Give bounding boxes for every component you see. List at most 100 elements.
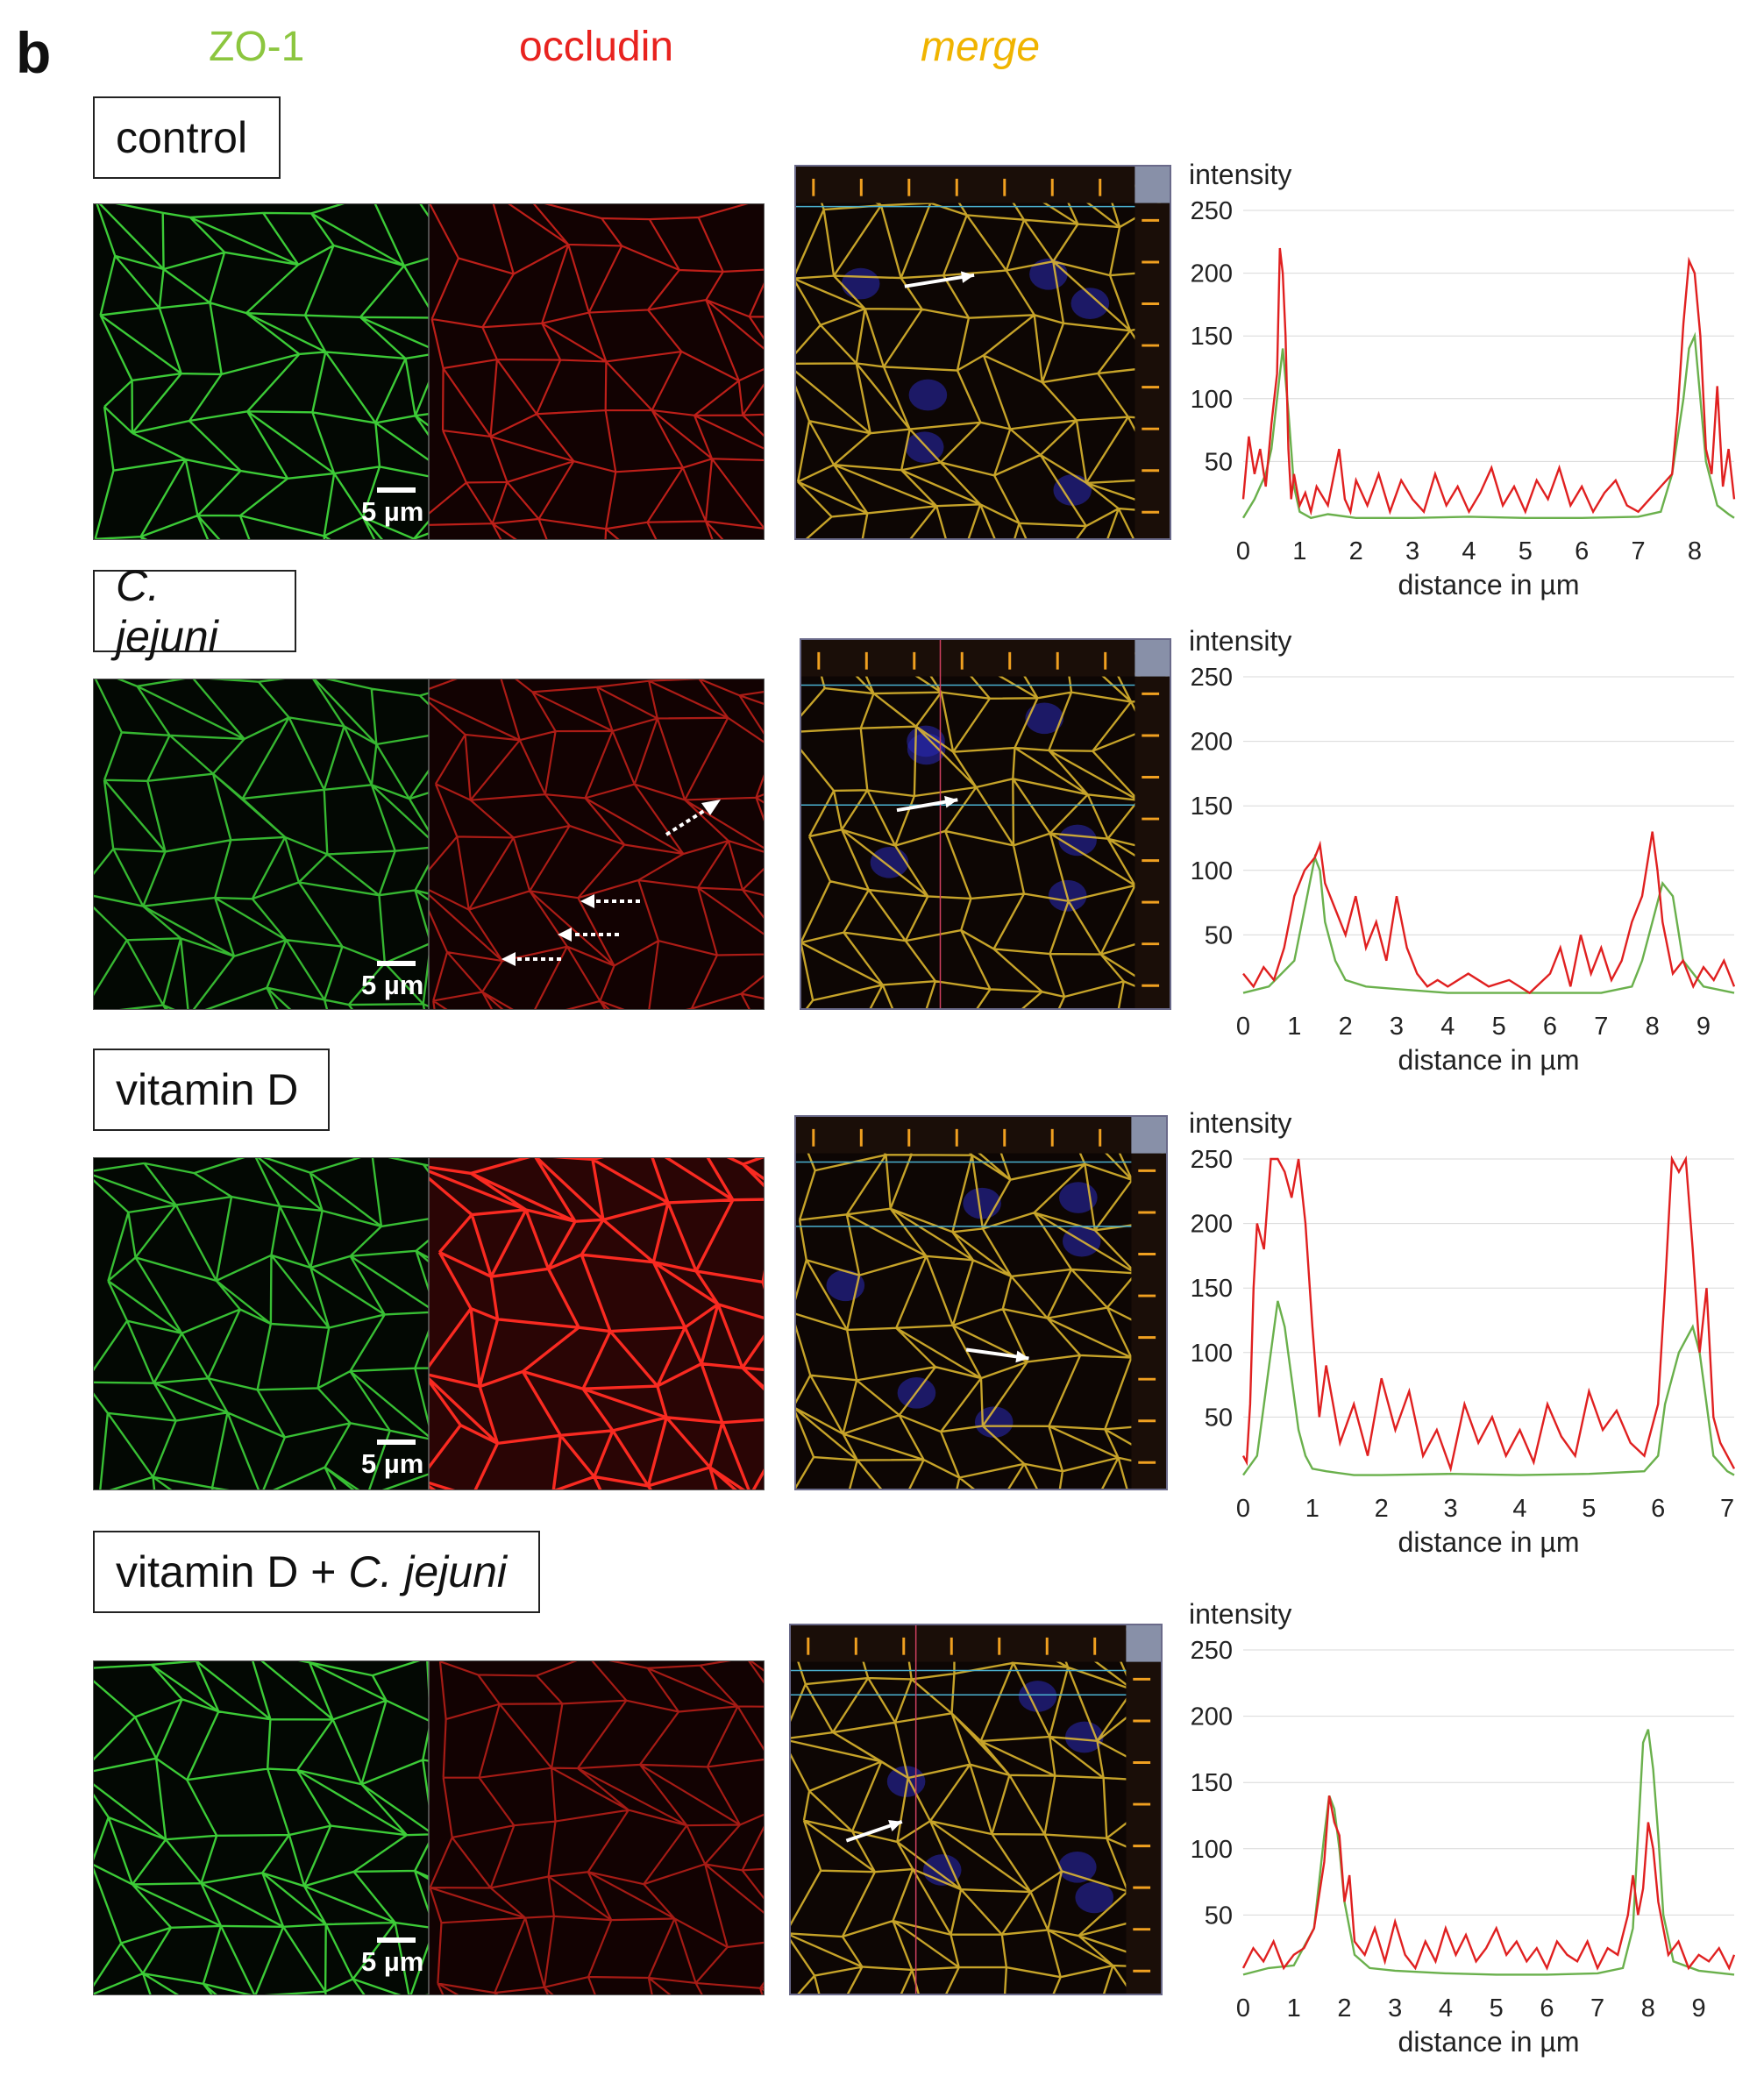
y-tick-label: 200: [1191, 1211, 1233, 1239]
merge-panel-vitamin-d: [794, 1115, 1168, 1490]
y-tick-label: 150: [1191, 323, 1233, 351]
scale-bar: [377, 961, 416, 966]
nucleus: [1058, 1851, 1097, 1883]
condition-label-text: vitamin D +: [116, 1547, 349, 1596]
x-tick-label: 7: [1632, 537, 1646, 565]
series-line: [1241, 331, 1735, 520]
y-tick-label: 250: [1191, 1146, 1233, 1174]
merge-background: [801, 640, 1170, 1008]
occludin-junctions: [429, 679, 764, 1009]
nucleus: [1025, 702, 1064, 735]
occludin-channel-label: occludin: [519, 24, 674, 70]
condition-label-italic: C. jejuni: [348, 1547, 507, 1596]
x-tick-label: 7: [1720, 1495, 1734, 1523]
merge-panel-cjejuni: [800, 638, 1171, 1010]
x-tick-label: 0: [1236, 537, 1250, 565]
x-tick-label: 2: [1375, 1495, 1389, 1523]
condition-label-control: control: [93, 96, 281, 179]
zo1-junctions: [94, 1661, 429, 1994]
arrowhead-icon: [944, 795, 958, 808]
merge-background: [791, 1625, 1161, 1994]
y-tick-label: 150: [1191, 793, 1233, 821]
dotted-arrows-overlay: [501, 800, 721, 966]
zo1-junctions: [94, 204, 429, 539]
y-tick-label: 250: [1191, 197, 1233, 225]
merge-panel-vitamin-d-cjejuni: [789, 1624, 1163, 1995]
y-tick-label: 50: [1205, 1404, 1233, 1432]
y-axis-label: intensity: [1189, 159, 1291, 190]
scale-bar-label: 5 µm: [361, 970, 424, 1000]
x-tick-label: 1: [1292, 537, 1306, 565]
x-tick-label: 2: [1339, 1013, 1353, 1041]
x-tick-label: 1: [1287, 1013, 1301, 1041]
x-tick-label: 3: [1444, 1495, 1458, 1523]
intensity-chart-vitamin-d: intensity 50 100 150 200 250 0 1 2 3 4 5 6 7 distance …: [1189, 1107, 1736, 1558]
xz-section: [796, 1117, 1132, 1154]
occludin-background: [429, 1661, 764, 1994]
condition-label-vitamin-d: vitamin D: [93, 1049, 330, 1131]
y-tick-label: 50: [1205, 1902, 1233, 1930]
nucleus: [1053, 474, 1092, 506]
merge-panel-control: [794, 165, 1171, 540]
x-tick-label: 6: [1575, 537, 1589, 565]
x-tick-label: 8: [1641, 1994, 1655, 2023]
nucleus: [1058, 824, 1097, 857]
x-tick-label: 3: [1405, 537, 1419, 565]
x-tick-label: 6: [1543, 1013, 1557, 1041]
nucleus: [974, 1406, 1014, 1439]
x-tick-label: 6: [1540, 1994, 1554, 2023]
y-tick-label: 100: [1191, 1340, 1233, 1368]
y-tick-label: 100: [1191, 1836, 1233, 1864]
x-axis-label: distance in µm: [1398, 1526, 1580, 1558]
panel-letter: b: [16, 20, 52, 85]
merge-junctions: [791, 1625, 1161, 1994]
x-tick-label: 8: [1688, 537, 1702, 565]
x-tick-label: 2: [1337, 1994, 1351, 2023]
y-tick-label: 200: [1191, 260, 1233, 288]
y-tick-label: 150: [1191, 1769, 1233, 1797]
x-tick-label: 0: [1236, 1495, 1250, 1523]
y-axis-label: intensity: [1189, 1598, 1291, 1630]
x-tick-label: 1: [1287, 1994, 1301, 2023]
y-tick-label: 50: [1205, 921, 1233, 949]
y-tick-label: 100: [1191, 857, 1233, 885]
occludin-junctions: [429, 1158, 764, 1489]
xz-section: [796, 167, 1135, 203]
merge-image-cjejuni: [801, 640, 1170, 1008]
x-tick-label: 0: [1236, 1994, 1250, 2023]
arrowhead-icon: [580, 894, 594, 908]
xz-section: [801, 640, 1135, 677]
intensity-chart-control: intensity 50 100 150 200 250 0 1 2 3 4 5 6 7 8 distance…: [1189, 159, 1736, 601]
merge-image-vitamin-d: [796, 1117, 1166, 1489]
occludin-junctions: [429, 204, 764, 539]
x-tick-label: 6: [1651, 1495, 1665, 1523]
zo1-background: [94, 204, 429, 539]
intensity-chart-cjejuni: intensity 50 100 150 200 250 0 1 2 3 4 5 6 7 8 9 distanc…: [1189, 625, 1736, 1076]
x-tick-label: 4: [1462, 537, 1476, 565]
arrowhead-icon: [701, 800, 721, 815]
x-tick-label: 2: [1349, 537, 1363, 565]
scale-bar: [377, 1440, 416, 1445]
zo1-channel-label: ZO-1: [209, 24, 305, 70]
scale-bar-label: 5 µm: [361, 496, 424, 527]
merge-channel-label: merge: [921, 24, 1041, 70]
nucleus: [1064, 1721, 1104, 1753]
x-tick-label: 7: [1590, 1994, 1604, 2023]
x-tick-label: 9: [1692, 1994, 1706, 2023]
x-tick-label: 8: [1646, 1013, 1660, 1041]
x-tick-label: 4: [1440, 1013, 1455, 1041]
arrowhead-icon: [558, 928, 572, 942]
arrowhead-icon: [501, 952, 516, 966]
zo1-junctions: [94, 679, 429, 1009]
micrograph-vitamin-d-image: [94, 1158, 764, 1489]
micrograph-vitamin-d-cjejuni-image: [94, 1661, 764, 1994]
zo1-background: [94, 1158, 429, 1489]
nucleus: [963, 1187, 1001, 1219]
micrograph-row-cjejuni: [93, 679, 765, 1010]
scale-bar-label: 5 µm: [361, 1448, 424, 1479]
nucleus: [1070, 288, 1110, 319]
scale-bar-label: 5 µm: [361, 1946, 424, 1977]
y-tick-label: 50: [1205, 448, 1233, 476]
merge-image-vitamin-d-cjejuni: [791, 1625, 1161, 1994]
series-line: [1241, 247, 1736, 516]
